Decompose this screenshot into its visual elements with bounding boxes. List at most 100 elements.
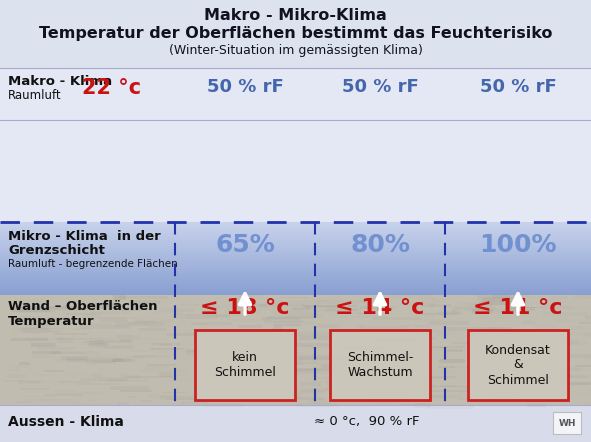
Bar <box>213 304 255 306</box>
Bar <box>133 369 151 370</box>
Bar <box>45 394 82 396</box>
Bar <box>98 379 119 382</box>
Bar <box>100 316 128 321</box>
Bar <box>540 383 585 387</box>
Bar <box>87 303 117 308</box>
Bar <box>369 351 409 354</box>
Text: Temperatur: Temperatur <box>8 315 95 328</box>
Bar <box>330 330 430 400</box>
Bar <box>177 367 220 371</box>
Bar <box>398 346 414 349</box>
Bar <box>510 335 523 337</box>
Bar <box>167 378 216 382</box>
Bar <box>162 329 207 330</box>
Text: Temperatur der Oberflächen bestimmt das Feuchterisiko: Temperatur der Oberflächen bestimmt das … <box>39 26 552 41</box>
Bar <box>394 330 429 332</box>
Bar <box>160 396 199 400</box>
Bar <box>482 297 516 301</box>
Bar <box>369 394 410 396</box>
Bar <box>439 359 465 363</box>
Bar <box>550 297 567 299</box>
Bar <box>3 301 53 305</box>
Bar <box>283 370 318 373</box>
Bar <box>233 351 278 354</box>
Bar <box>66 373 103 378</box>
Bar <box>269 301 319 306</box>
Bar <box>23 399 46 400</box>
Bar <box>104 346 134 349</box>
Bar <box>298 332 340 335</box>
Bar <box>55 330 64 332</box>
Bar <box>548 374 587 377</box>
Bar <box>147 316 178 317</box>
Text: 22 °c: 22 °c <box>82 78 141 98</box>
Bar <box>543 401 584 402</box>
Bar <box>12 367 51 371</box>
Bar <box>242 357 273 362</box>
Bar <box>119 309 141 311</box>
Bar <box>583 358 591 362</box>
Bar <box>89 398 98 402</box>
Bar <box>353 342 384 346</box>
Bar <box>301 305 342 306</box>
Bar <box>0 249 591 251</box>
Bar <box>0 277 591 278</box>
Bar <box>527 404 546 407</box>
Text: Mikro - Klima  in der: Mikro - Klima in der <box>8 230 161 243</box>
Bar <box>38 347 75 351</box>
Bar <box>165 398 195 400</box>
Bar <box>524 308 545 309</box>
Bar <box>39 380 67 384</box>
Bar <box>271 310 317 315</box>
Bar <box>546 354 591 358</box>
Bar <box>221 335 267 338</box>
Bar <box>242 398 290 399</box>
Bar <box>37 400 46 403</box>
Bar <box>100 382 121 384</box>
Bar <box>343 328 386 332</box>
Text: Wand – Oberflächen: Wand – Oberflächen <box>8 300 157 313</box>
Bar <box>421 386 468 387</box>
Bar <box>140 370 189 372</box>
Bar <box>140 302 156 304</box>
Bar <box>570 382 591 385</box>
Bar <box>416 313 461 315</box>
Bar <box>152 343 180 345</box>
Bar <box>61 356 87 360</box>
Bar <box>537 368 586 370</box>
Bar <box>195 397 217 400</box>
Bar <box>272 324 301 326</box>
Text: Makro - Mikro-Klima: Makro - Mikro-Klima <box>204 8 387 23</box>
Bar <box>59 381 90 383</box>
Bar <box>17 400 33 403</box>
Bar <box>531 344 572 346</box>
Bar <box>528 400 543 403</box>
Bar <box>134 309 144 312</box>
Bar <box>397 328 441 332</box>
Bar <box>51 401 80 403</box>
Bar <box>226 397 259 400</box>
Bar <box>355 324 365 328</box>
Bar <box>320 363 368 368</box>
Bar <box>461 387 495 391</box>
Bar <box>25 337 65 340</box>
Bar <box>553 319 591 322</box>
Bar <box>556 339 579 344</box>
Bar <box>355 372 378 374</box>
Bar <box>199 304 213 305</box>
Bar <box>179 356 215 360</box>
Bar <box>541 305 571 309</box>
Bar <box>121 375 141 378</box>
Bar <box>402 376 423 377</box>
Bar <box>259 305 304 307</box>
Bar <box>313 305 358 307</box>
Bar <box>337 378 371 382</box>
Bar <box>35 372 82 377</box>
Bar <box>388 363 398 365</box>
Bar <box>381 396 418 400</box>
Bar <box>228 344 272 346</box>
Bar <box>541 388 554 391</box>
Bar <box>96 345 132 348</box>
Bar <box>401 359 426 361</box>
Bar <box>159 372 172 377</box>
